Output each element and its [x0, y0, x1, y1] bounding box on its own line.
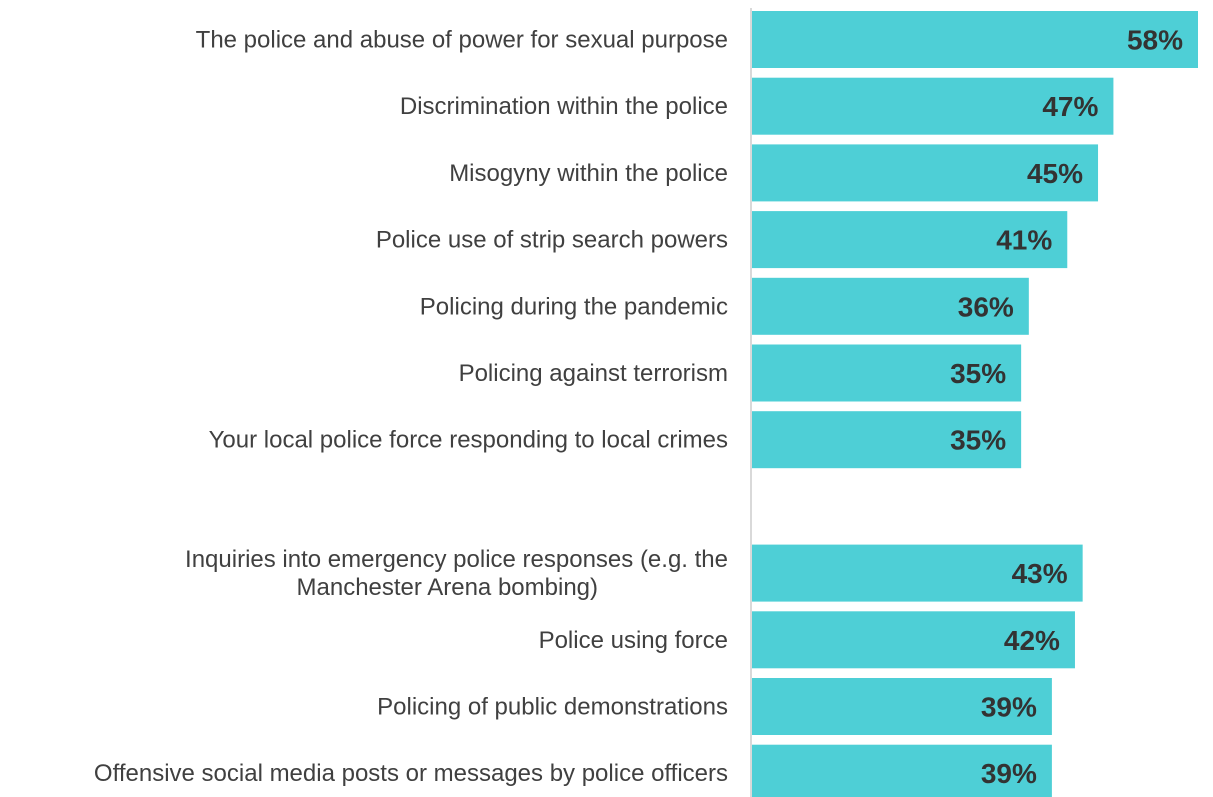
category-label: Policing during the pandemic [420, 293, 728, 320]
data-label: 43% [1012, 558, 1068, 589]
bar [752, 11, 1198, 68]
category-label-line: Police using force [539, 627, 728, 654]
bar [752, 211, 1068, 269]
data-label: 45% [1027, 158, 1083, 189]
category-label: Your local police force responding to lo… [209, 427, 728, 454]
bar [752, 411, 1022, 469]
category-label-line: Inquiries into emergency police response… [185, 546, 728, 573]
bar [752, 678, 1052, 735]
bars-layer [752, 11, 1198, 797]
category-label-line: Offensive social media posts or messages… [94, 760, 728, 787]
data-label: 47% [1042, 91, 1098, 122]
data-label: 39% [981, 692, 1037, 723]
data-label: 36% [958, 291, 1014, 322]
category-label: Inquiries into emergency police response… [185, 546, 728, 601]
data-label: 58% [1127, 25, 1183, 56]
category-label-line: Policing against terrorism [459, 360, 728, 387]
category-label: Policing against terrorism [459, 360, 728, 387]
category-label: Misogyny within the police [449, 160, 728, 187]
category-label-line: Police use of strip search powers [376, 227, 728, 254]
category-label: Offensive social media posts or messages… [94, 760, 728, 787]
category-label: Policing of public demonstrations [377, 694, 728, 721]
category-labels-layer: The police and abuse of power for sexual… [94, 27, 728, 788]
bar [752, 144, 1099, 202]
data-label: 35% [950, 425, 1006, 456]
category-label-line: Manchester Arena bombing) [297, 574, 599, 601]
category-label-line: Policing of public demonstrations [377, 694, 728, 721]
bar [752, 344, 1022, 402]
category-label-line: Misogyny within the police [449, 160, 728, 187]
bar [752, 611, 1075, 669]
category-label: Police using force [539, 627, 728, 654]
bar [752, 744, 1052, 797]
category-label: The police and abuse of power for sexual… [196, 27, 728, 54]
data-label: 39% [981, 758, 1037, 789]
data-label: 35% [950, 358, 1006, 389]
data-label: 42% [1004, 625, 1060, 656]
category-label-line: The police and abuse of power for sexual… [196, 27, 728, 54]
data-label: 41% [996, 225, 1052, 256]
bar [752, 544, 1083, 602]
value-labels-layer: 58% 47% 45% 41% 36% 35% 35% 43% 42% 39% 39% [950, 25, 1183, 790]
category-label-line: Discrimination within the police [400, 93, 728, 120]
bar [752, 77, 1114, 135]
category-label-line: Policing during the pandemic [420, 293, 728, 320]
category-label: Discrimination within the police [400, 93, 728, 120]
bar [752, 277, 1029, 335]
category-label-line: Your local police force responding to lo… [209, 427, 728, 454]
category-label: Police use of strip search powers [376, 227, 728, 254]
